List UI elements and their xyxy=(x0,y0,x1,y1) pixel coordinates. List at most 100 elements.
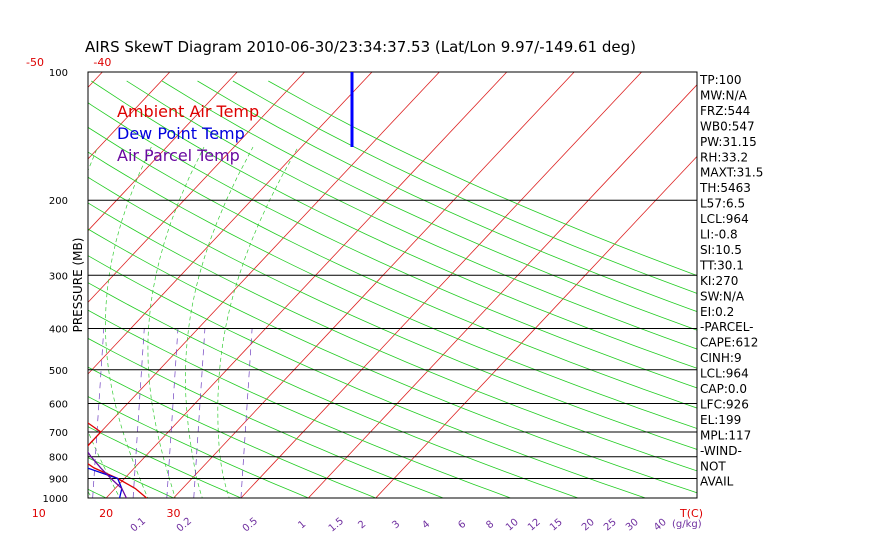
stat-label: SI:10.5 xyxy=(700,243,742,257)
mixing-ratio-line xyxy=(193,328,206,498)
moist-adiabat-line xyxy=(217,146,299,498)
dry-adiabat-line xyxy=(88,126,697,409)
stat-label: MPL:117 xyxy=(700,428,751,442)
isotherm-line xyxy=(88,72,305,303)
moist-adiabat-line xyxy=(0,147,44,507)
mixing-ratio-line xyxy=(25,328,36,498)
dry-adiabat-line xyxy=(232,80,697,294)
dry-adiabat-line xyxy=(197,80,697,313)
stat-label: NOT xyxy=(700,459,726,473)
dry-adiabat-line xyxy=(88,488,108,498)
stat-label: EI:0.2 xyxy=(700,305,734,319)
dry-adiabat-line xyxy=(88,309,512,498)
cape-hatch-line xyxy=(13,358,23,361)
mixing-ratio-label: 3 xyxy=(390,519,402,532)
dry-adiabat-line xyxy=(91,80,697,369)
y-axis-label: PRESSURE (MB) xyxy=(71,238,85,333)
isotherm-line xyxy=(308,84,697,498)
legend-entry: Air Parcel Temp xyxy=(117,146,240,165)
stat-label: MW:N/A xyxy=(700,88,748,102)
dry-adiabat-line xyxy=(88,337,445,498)
cape-hatch-line xyxy=(37,382,39,385)
stat-label: EL:199 xyxy=(700,413,741,427)
mixing-ratio-label: 40 xyxy=(652,517,669,534)
cape-hatch-line xyxy=(9,355,21,358)
dry-adiabat-line xyxy=(88,102,697,389)
mixing-ratio-label: 25 xyxy=(602,517,619,534)
mixing-ratio-label: 15 xyxy=(548,517,565,534)
isotherm-line xyxy=(375,155,697,498)
isotherm-line xyxy=(88,72,373,375)
stat-label: PW:31.15 xyxy=(700,135,757,149)
mixing-ratio-label: 2 xyxy=(356,519,368,532)
dry-adiabat-line xyxy=(88,228,697,494)
stat-label: LFC:926 xyxy=(700,397,749,411)
stat-label: CINH:9 xyxy=(700,351,742,365)
pressure-tick-label: 500 xyxy=(49,366,68,377)
pressure-tick-label: 200 xyxy=(49,196,68,207)
series-dew-point-temp-line xyxy=(88,467,123,498)
stat-label: -PARCEL- xyxy=(700,320,754,334)
moist-adiabat-line xyxy=(105,146,152,498)
cape-hatch-line xyxy=(0,344,13,347)
top-temp-tick-label: -40 xyxy=(93,56,111,69)
stat-label: SW:N/A xyxy=(700,289,745,303)
stat-label: TH:5463 xyxy=(699,181,751,195)
pressure-tick-label: 900 xyxy=(49,475,68,486)
mixing-ratio-label: 1.5 xyxy=(327,516,346,535)
stat-label: CAP:0.0 xyxy=(700,382,747,396)
pressure-tick-label: 600 xyxy=(49,399,68,410)
dry-adiabat-line xyxy=(0,81,57,507)
mixing-ratio-line xyxy=(66,328,77,498)
cape-hatch-line xyxy=(0,332,5,335)
pressure-tick-label: 700 xyxy=(49,428,68,439)
series-air-parcel-temp-line xyxy=(88,451,127,498)
cape-hatch-line xyxy=(23,369,30,372)
mixing-ratio-label: 10 xyxy=(504,517,521,534)
cape-hatch-line xyxy=(30,375,35,378)
isotherm-line xyxy=(0,72,35,498)
cape-hatch-line xyxy=(0,340,10,343)
pressure-tick-label: 400 xyxy=(49,324,68,335)
bottom-temp-tick-label: 20 xyxy=(99,507,113,520)
stat-label: AVAIL xyxy=(700,475,734,489)
cape-hatch-line xyxy=(16,362,25,365)
mixing-ratio-line xyxy=(240,328,253,498)
mixing-ratio-label: 4 xyxy=(420,519,432,532)
cape-hatch-line xyxy=(45,391,47,394)
dry-adiabat-line xyxy=(88,282,580,498)
dry-adiabat-line xyxy=(88,176,697,450)
isotherm-line xyxy=(88,72,440,447)
stat-label: MAXT:31.5 xyxy=(700,166,763,180)
top-temp-tick-label: -50 xyxy=(26,56,44,69)
dry-adiabat-line xyxy=(88,426,243,498)
pressure-tick-label: 800 xyxy=(49,453,68,464)
mixing-ratio-label: 6 xyxy=(456,519,468,532)
cape-hatch-line xyxy=(27,372,33,375)
mixing-ratio-label: 30 xyxy=(624,517,641,534)
mixing-ratio-label: 8 xyxy=(484,519,496,532)
mixing-ratio-unit: (g/kg) xyxy=(672,519,702,530)
stat-label: TT:30.1 xyxy=(699,258,744,272)
mixing-ratio-label: 0.1 xyxy=(129,516,148,535)
cape-hatch-line xyxy=(0,336,8,339)
bottom-temp-tick-label: 10 xyxy=(32,507,46,520)
pressure-tick-label: 100 xyxy=(49,68,68,79)
stat-label: FRZ:544 xyxy=(700,104,750,118)
stat-label: WB0:547 xyxy=(700,119,755,133)
mixing-ratio-line xyxy=(132,328,145,498)
moist-adiabat-line xyxy=(0,147,17,507)
dry-adiabat-line xyxy=(88,366,377,498)
dry-adiabat-line xyxy=(126,80,697,350)
stat-label: LI:-0.8 xyxy=(700,228,738,242)
stat-label: LCL:964 xyxy=(700,367,749,381)
legend-entry: Ambient Air Temp xyxy=(117,102,259,121)
cape-hatch-line xyxy=(6,351,19,354)
dry-adiabat-line xyxy=(88,255,647,498)
mixing-ratio-line xyxy=(0,328,9,498)
isotherm-line xyxy=(88,72,238,232)
moist-adiabat-line xyxy=(185,146,254,498)
dry-adiabat-line xyxy=(88,457,175,498)
isotherm-line xyxy=(240,72,642,498)
